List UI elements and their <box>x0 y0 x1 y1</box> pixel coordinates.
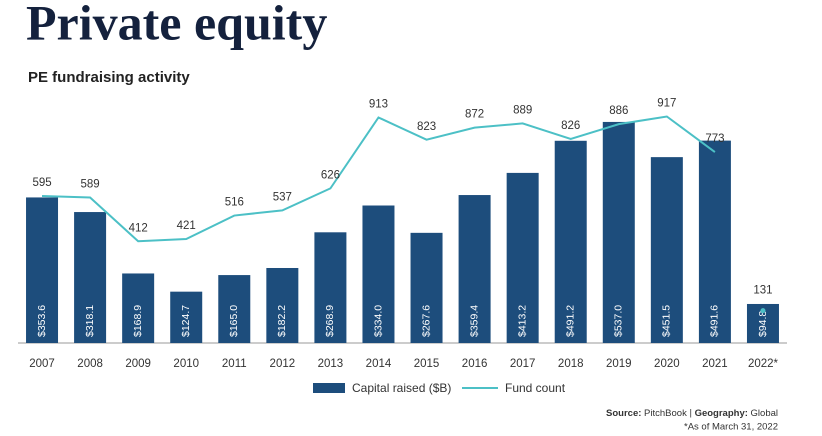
line-value-label: 412 <box>129 222 148 234</box>
line-value-label: 889 <box>513 104 532 116</box>
x-tick-label: 2013 <box>318 358 344 370</box>
line-value-label: 913 <box>369 99 388 111</box>
bar <box>314 232 347 343</box>
x-tick-label: 2016 <box>462 358 488 370</box>
bar <box>74 212 107 343</box>
bar-value-label: $491.6 <box>709 305 721 337</box>
bar-value-label: $124.7 <box>180 305 192 337</box>
x-tick-label: 2012 <box>270 358 296 370</box>
legend: Capital raised ($B) Fund count <box>313 381 566 395</box>
bar <box>554 140 587 343</box>
bar-value-label: $165.0 <box>228 305 240 337</box>
line-value-label: 589 <box>81 179 100 191</box>
line-value-label: 773 <box>705 133 724 145</box>
bar-value-label: $451.5 <box>661 305 673 337</box>
bar <box>218 275 251 343</box>
bar-value-label: $318.1 <box>84 305 96 337</box>
source-value: PitchBook <box>644 408 687 419</box>
x-tick-label: 2010 <box>173 358 199 370</box>
bar-value-label: $168.9 <box>132 305 144 337</box>
line-value-label: 626 <box>321 169 340 181</box>
bar <box>26 197 59 343</box>
bar <box>122 273 155 343</box>
x-tick-label: 2008 <box>77 358 103 370</box>
line-value-label: 886 <box>609 105 628 117</box>
x-tick-label: 2014 <box>366 358 392 370</box>
bar <box>266 267 299 343</box>
line-value-label: 131 <box>753 285 772 297</box>
bar <box>698 140 731 343</box>
x-tick-label: 2017 <box>510 358 536 370</box>
bar <box>506 172 539 343</box>
x-tick-label: 2021 <box>702 358 728 370</box>
line-value-label: 826 <box>561 120 580 132</box>
x-tick-label: 2020 <box>654 358 680 370</box>
bar <box>602 121 635 343</box>
bar-value-label: $353.6 <box>36 305 48 337</box>
line-value-label: 537 <box>273 191 292 203</box>
bar <box>362 205 395 343</box>
chart-subtitle: PE fundraising activity <box>28 69 190 86</box>
x-tick-label: 2007 <box>29 358 55 370</box>
bar-value-label: $491.2 <box>565 305 577 337</box>
line-value-label: 516 <box>225 197 244 209</box>
line-value-label: 421 <box>177 220 196 232</box>
legend-label: Fund count <box>505 381 566 395</box>
x-tick-label: 2018 <box>558 358 584 370</box>
chart-title: Private equity <box>26 0 327 50</box>
legend-swatch <box>313 383 345 393</box>
geography-value: Global <box>751 408 778 419</box>
bar-value-label: $413.2 <box>516 305 528 337</box>
x-tick-label: 2011 <box>222 358 247 370</box>
bar <box>410 232 443 343</box>
line-value-label: 872 <box>465 109 484 121</box>
line-value-label: 823 <box>417 121 436 133</box>
bar <box>650 157 683 343</box>
bar-value-label: $94.8 <box>757 311 769 337</box>
source: Source: PitchBook | Geography: Global <box>606 408 778 419</box>
point <box>760 308 766 314</box>
x-tick-label: 2022* <box>748 358 779 370</box>
bar <box>458 195 491 343</box>
legend-label: Capital raised ($B) <box>352 381 451 395</box>
bar-value-label: $268.9 <box>324 305 336 337</box>
line-value-label: 595 <box>32 177 51 189</box>
x-tick-label: 2019 <box>606 358 632 370</box>
x-tick-label: 2009 <box>125 358 151 370</box>
bar-value-label: $267.6 <box>420 305 432 337</box>
note: *As of March 31, 2022 <box>684 422 778 433</box>
bar-value-label: $537.0 <box>613 305 625 337</box>
x-tick-label: 2015 <box>414 358 440 370</box>
line-value-label: 917 <box>657 98 676 110</box>
bar <box>170 291 203 343</box>
source-label: Source: <box>606 408 641 419</box>
bar-value-label: $334.0 <box>372 305 384 337</box>
bar-value-label: $359.4 <box>468 305 480 337</box>
line <box>42 115 716 243</box>
bar-value-label: $182.2 <box>276 305 288 337</box>
geography-label: Geography: <box>695 408 748 419</box>
